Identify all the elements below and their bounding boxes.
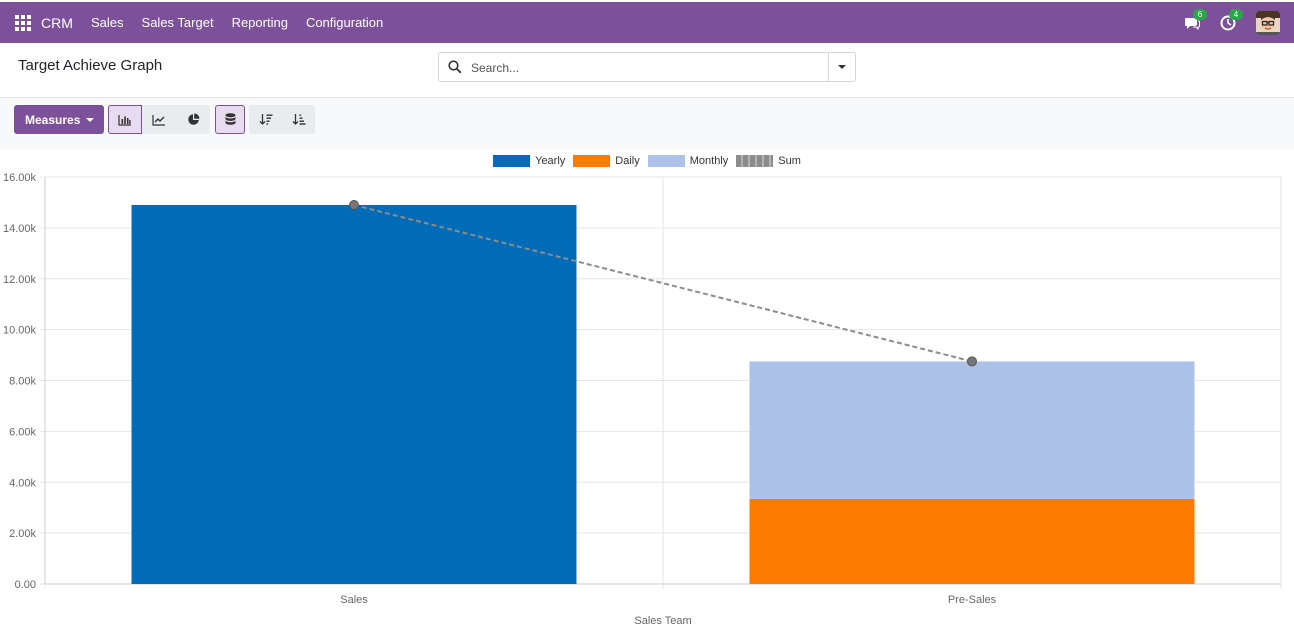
y-tick-label: 4.00k: [9, 477, 36, 489]
user-avatar-icon: [1256, 11, 1280, 35]
activity-menu[interactable]: 4: [1220, 9, 1243, 33]
x-tick-label: Sales: [340, 594, 368, 606]
stacked-button[interactable]: [215, 105, 245, 134]
sort-ascending-button[interactable]: [282, 105, 315, 134]
menu-item-sales[interactable]: Sales: [91, 15, 124, 30]
legend-item-daily[interactable]: Daily: [573, 155, 640, 167]
control-panel: Target Achieve Graph Measures: [0, 43, 1294, 149]
sum-point: [349, 199, 359, 210]
menu-item-sales-target[interactable]: Sales Target: [141, 15, 214, 30]
bar-daily-pre-sales: [749, 498, 1195, 584]
search-icon: [448, 60, 462, 74]
pie-chart-icon: [187, 113, 199, 125]
measures-button[interactable]: Measures: [14, 105, 104, 134]
y-tick-label: 6.00k: [9, 426, 36, 438]
y-tick-label: 16.00k: [3, 172, 37, 184]
line-chart-button[interactable]: [142, 105, 176, 134]
stack-group: [215, 105, 245, 134]
legend-item-yearly[interactable]: Yearly: [493, 155, 565, 167]
sort-ascending-icon: [292, 114, 305, 125]
sort-descending-icon: [259, 114, 272, 125]
y-tick-label: 2.00k: [9, 528, 36, 540]
legend-label-daily: Daily: [615, 155, 640, 167]
y-tick-label: 0.00: [15, 579, 36, 591]
bar-monthly-pre-sales: [749, 361, 1195, 499]
legend-label-sum: Sum: [778, 155, 801, 167]
graph-view: Yearly Daily Monthly Sum 0.00 2.00k 4.00k 6…: [0, 149, 1294, 630]
sum-line: [353, 204, 973, 363]
legend-swatch-monthly: [647, 155, 685, 167]
bar-yearly-sales: [131, 204, 577, 584]
sort-group: [249, 105, 315, 134]
x-axis-title: Sales Team: [634, 615, 691, 627]
legend-swatch-yearly: [493, 155, 531, 167]
x-tick-label: Pre-Sales: [948, 594, 997, 606]
sum-point: [967, 356, 977, 367]
legend-item-monthly[interactable]: Monthly: [647, 155, 729, 167]
activities-count-badge: 4: [1229, 9, 1243, 20]
search-options-toggle[interactable]: [828, 53, 855, 81]
messages-count-badge: 6: [1193, 9, 1207, 20]
legend-label-yearly: Yearly: [535, 155, 566, 167]
database-icon: [225, 113, 235, 125]
main-menu: Sales Sales Target Reporting Configurati…: [91, 15, 383, 30]
search-box: [438, 52, 856, 82]
top-navbar: CRM Sales Sales Target Reporting Configu…: [0, 0, 1294, 43]
caret-down-icon: [86, 117, 95, 122]
y-tick-label: 12.00k: [3, 274, 37, 286]
app-brand[interactable]: CRM: [41, 15, 73, 31]
systray: 6 4: [1168, 9, 1280, 37]
chart-legend: Yearly Daily Monthly Sum: [0, 155, 1294, 167]
y-tick-label: 14.00k: [3, 223, 37, 235]
search-input[interactable]: [471, 59, 811, 77]
legend-item-sum[interactable]: Sum: [736, 155, 801, 167]
messaging-menu[interactable]: 6: [1184, 9, 1207, 33]
menu-item-configuration[interactable]: Configuration: [305, 15, 384, 30]
bar-chart-icon: [118, 114, 131, 126]
menu-item-reporting[interactable]: Reporting: [231, 15, 288, 30]
chart-type-group: [108, 105, 210, 134]
page-title: Target Achieve Graph: [18, 57, 163, 74]
legend-swatch-sum: [736, 155, 774, 167]
line-chart-icon: [152, 114, 165, 126]
legend-label-monthly: Monthly: [689, 155, 729, 167]
user-avatar[interactable]: [1256, 11, 1280, 35]
bar-chart-button[interactable]: [108, 105, 142, 134]
measures-label: Measures: [25, 112, 81, 127]
apps-menu-icon[interactable]: [15, 15, 31, 31]
bar-chart: 0.00 2.00k 4.00k 6.00k 8.00k 10.00k 12.00k 14.0…: [3, 172, 1282, 627]
y-tick-label: 10.00k: [3, 325, 37, 337]
clock-icon: [1220, 15, 1236, 31]
sort-descending-button[interactable]: [249, 105, 282, 134]
pie-chart-button[interactable]: [176, 105, 210, 134]
legend-swatch-daily: [573, 155, 611, 167]
chat-icon: [1185, 18, 1200, 31]
y-tick-label: 8.00k: [9, 376, 36, 388]
